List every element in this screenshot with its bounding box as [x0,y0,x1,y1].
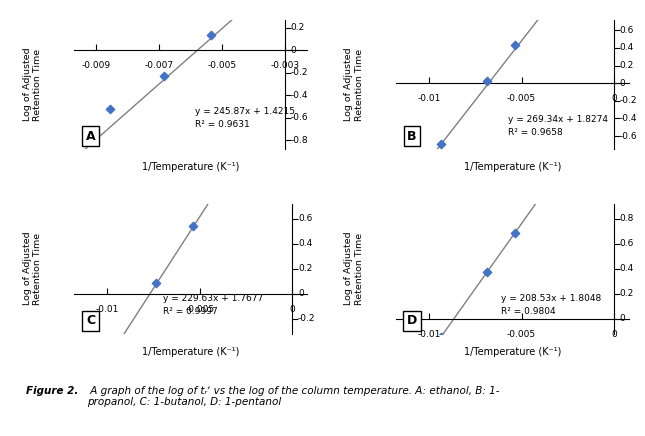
Text: Log of Adjusted
Retention Time: Log of Adjusted Retention Time [344,48,364,121]
Text: -0.8: -0.8 [291,136,308,145]
Text: 0: 0 [611,330,617,339]
Text: -0.4: -0.4 [291,91,308,100]
Text: -0.005: -0.005 [507,94,536,103]
Text: 0.4: 0.4 [298,239,312,248]
Text: -0.6: -0.6 [291,113,308,122]
Text: -0.01: -0.01 [417,94,441,103]
Point [510,42,521,49]
Text: Log of Adjusted
Retention Time: Log of Adjusted Retention Time [23,232,42,306]
Text: y = 229.63x + 1.7677
R² = 0.9997: y = 229.63x + 1.7677 R² = 0.9997 [163,294,263,316]
Text: -0.003: -0.003 [271,61,300,70]
Text: y = 245.87x + 1.4215
R² = 0.9631: y = 245.87x + 1.4215 R² = 0.9631 [195,107,295,129]
Text: -0.009: -0.009 [82,61,111,70]
Text: y = 208.53x + 1.8048
R² = 0.9804: y = 208.53x + 1.8048 R² = 0.9804 [501,294,601,316]
Text: -0.4: -0.4 [620,114,637,123]
Text: Log of Adjusted
Retention Time: Log of Adjusted Retention Time [23,48,42,121]
Text: y = 269.34x + 1.8274
R² = 0.9658: y = 269.34x + 1.8274 R² = 0.9658 [508,115,608,137]
Text: 0: 0 [290,305,295,314]
Text: -0.005: -0.005 [208,61,237,70]
Text: D: D [407,314,417,327]
Text: 0.2: 0.2 [620,61,634,70]
Text: B: B [408,130,417,143]
Text: 0: 0 [291,46,297,54]
Point [159,72,169,79]
Text: 0.2: 0.2 [620,289,634,298]
Text: -0.005: -0.005 [185,305,215,314]
Point [114,337,124,344]
Point [152,279,162,286]
Point [482,77,493,84]
Text: 0.6: 0.6 [298,214,312,223]
Point [482,268,493,275]
Point [206,32,216,39]
Text: 0: 0 [620,314,626,323]
Point [188,223,199,230]
Point [436,140,446,147]
Text: -0.01: -0.01 [96,305,119,314]
Text: 0: 0 [298,289,304,298]
Point [436,333,446,340]
Text: 1/Temperature (K⁻¹): 1/Temperature (K⁻¹) [142,347,239,357]
Text: 1/Temperature (K⁻¹): 1/Temperature (K⁻¹) [464,162,561,172]
Text: -0.01: -0.01 [417,330,441,339]
Text: 1/Temperature (K⁻¹): 1/Temperature (K⁻¹) [142,162,239,172]
Text: Figure 2.: Figure 2. [26,386,78,396]
Text: 1/Temperature (K⁻¹): 1/Temperature (K⁻¹) [464,347,561,357]
Text: 0.6: 0.6 [620,239,634,248]
Text: 0: 0 [611,94,617,103]
Point [510,229,521,236]
Text: 0.4: 0.4 [620,264,634,273]
Text: -0.2: -0.2 [620,96,637,106]
Text: A graph of the log of tᵣʼ vs the log of the column temperature. A: ethanol, B: 1: A graph of the log of tᵣʼ vs the log of … [87,386,500,408]
Text: C: C [86,314,95,327]
Text: A: A [86,130,95,143]
Text: 0: 0 [620,78,626,88]
Text: -0.007: -0.007 [144,61,174,70]
Text: Log of Adjusted
Retention Time: Log of Adjusted Retention Time [344,232,364,306]
Text: -0.2: -0.2 [298,314,315,323]
Text: -0.005: -0.005 [507,330,536,339]
Text: -0.2: -0.2 [291,68,308,77]
Text: 0.6: 0.6 [620,26,634,35]
Text: 0.2: 0.2 [298,264,312,273]
Point [105,106,115,113]
Text: -0.6: -0.6 [620,132,637,140]
Text: 0.8: 0.8 [620,214,634,223]
Text: 0.4: 0.4 [620,43,634,52]
Text: 0.2: 0.2 [291,23,305,32]
